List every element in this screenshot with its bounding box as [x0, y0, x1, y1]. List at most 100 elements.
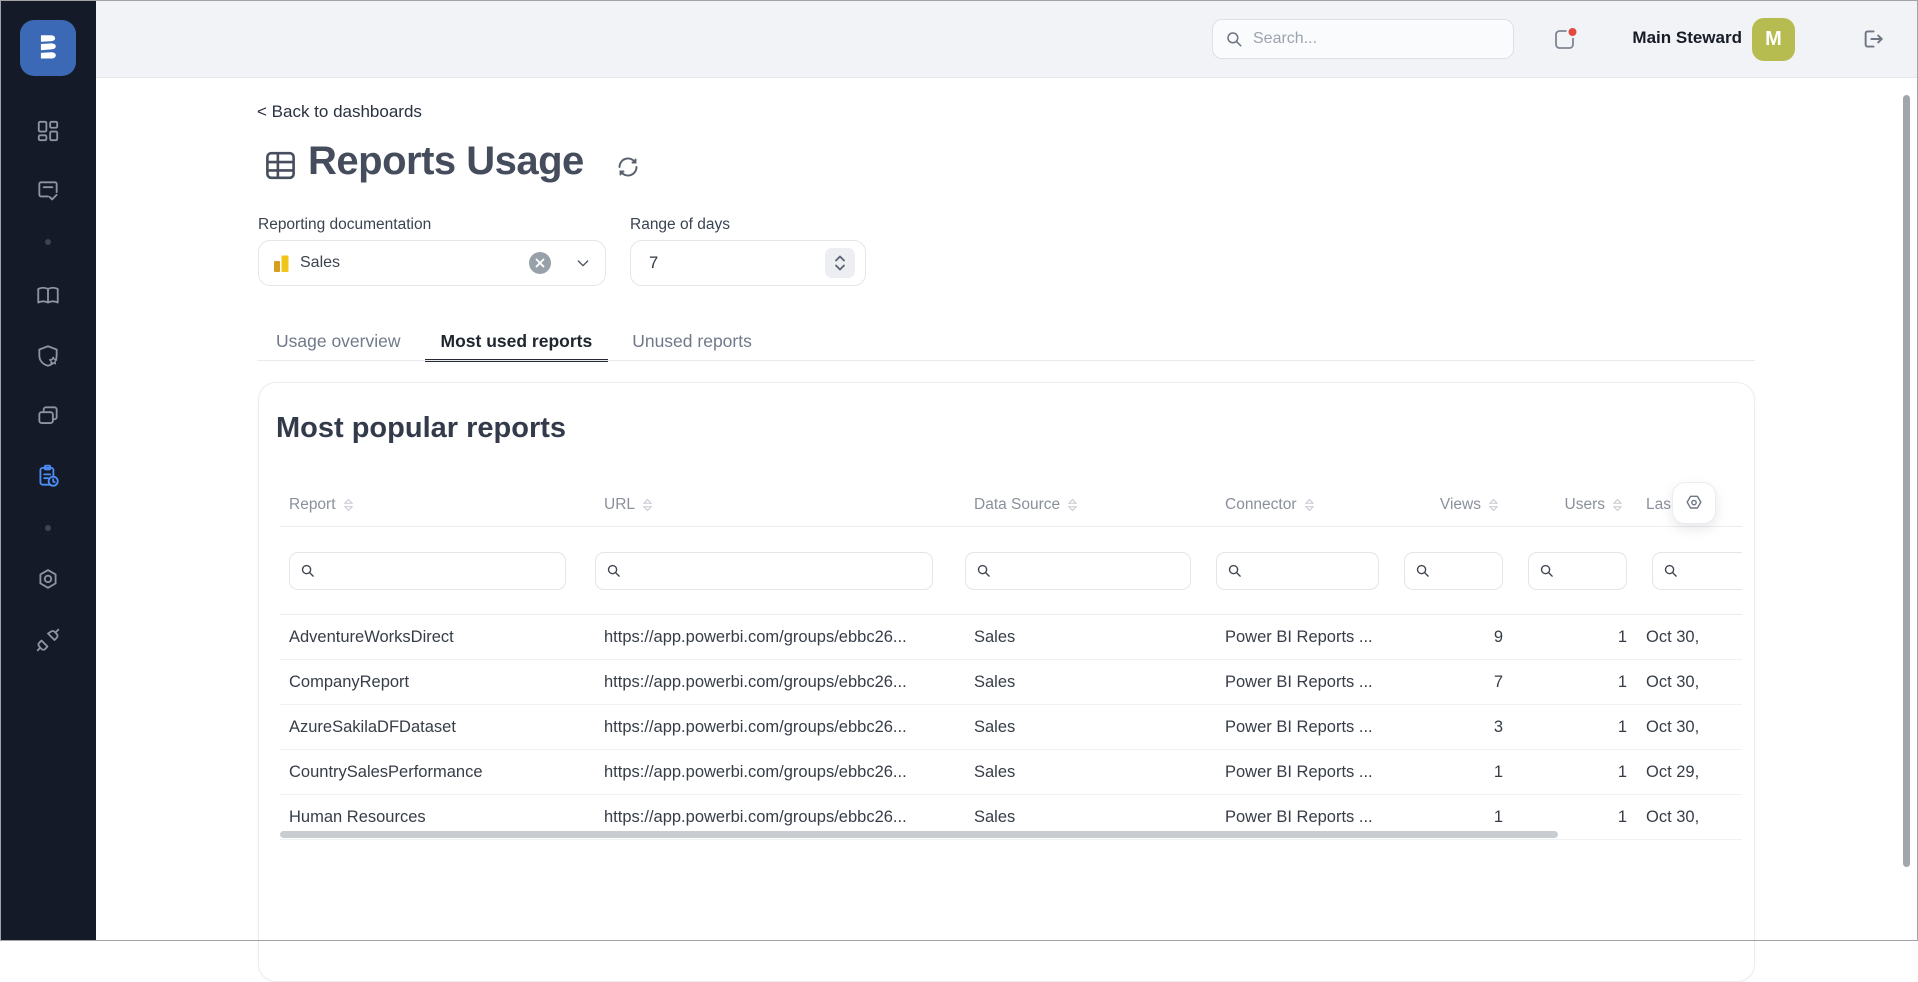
sort-icon[interactable] — [642, 497, 653, 513]
column-header-url[interactable]: URL — [595, 496, 965, 514]
search-icon — [301, 564, 314, 577]
range-label: Range of days — [630, 216, 730, 233]
cell-users: 1 — [1617, 762, 1627, 781]
search-icon — [1664, 564, 1677, 577]
nav-glossary-icon[interactable] — [35, 283, 61, 309]
documentation-label: Reporting documentation — [258, 216, 432, 233]
global-search[interactable] — [1212, 19, 1514, 59]
notifications-icon[interactable] — [1551, 24, 1581, 54]
column-header-users[interactable]: Users — [1565, 496, 1637, 514]
filter-views-input[interactable] — [1438, 562, 1492, 579]
documentation-value: Sales — [300, 254, 341, 271]
clear-icon[interactable] — [529, 252, 551, 274]
filter-last-input[interactable] — [1686, 562, 1742, 579]
search-input[interactable] — [1253, 30, 1501, 48]
column-header-last[interactable]: Las — [1646, 495, 1671, 513]
column-settings-button[interactable] — [1672, 482, 1716, 524]
search-icon — [607, 564, 620, 577]
table-row: CountrySalesPerformance https://app.powe… — [280, 750, 1742, 795]
nav-workspaces-icon[interactable] — [35, 403, 61, 429]
cell-url: https://app.powerbi.com/groups/ebbc26... — [604, 717, 907, 736]
cell-connector: Power BI Reports ... — [1225, 717, 1373, 736]
nav-integrations-plug-icon[interactable] — [35, 627, 61, 653]
horizontal-scrollbar[interactable] — [280, 831, 1558, 838]
tab-bar: Usage overview Most used reports Unused … — [260, 322, 768, 362]
tab-divider — [257, 360, 1755, 361]
stepper-icon[interactable] — [825, 248, 855, 278]
search-icon — [1228, 564, 1241, 577]
column-header-connector[interactable]: Connector — [1216, 496, 1404, 514]
cell-data-source: Sales — [974, 717, 1016, 736]
cell-views: 1 — [1493, 762, 1503, 781]
filter-last[interactable] — [1652, 551, 1742, 590]
nav-forms-icon[interactable] — [35, 178, 61, 204]
nav-divider-dot — [45, 239, 51, 245]
app-logo[interactable] — [20, 20, 76, 76]
filter-connector[interactable] — [1216, 551, 1379, 590]
cell-data-source: Sales — [974, 672, 1016, 691]
sort-icon[interactable] — [1304, 497, 1315, 513]
page-title: Reports Usage — [308, 139, 584, 183]
table-filter-row — [280, 527, 1742, 615]
cell-report: AdventureWorksDirect — [289, 627, 454, 646]
sidebar — [0, 0, 96, 941]
table-row: Human Resources https://app.powerbi.com/… — [280, 795, 1742, 840]
cell-connector: Power BI Reports ... — [1225, 627, 1373, 646]
cell-report: CountrySalesPerformance — [289, 762, 483, 781]
cell-views: 1 — [1493, 807, 1503, 826]
cell-url: https://app.powerbi.com/groups/ebbc26... — [604, 627, 907, 646]
nav-divider-dot — [45, 525, 51, 531]
filter-report[interactable] — [289, 551, 566, 590]
cell-views: 9 — [1493, 627, 1503, 646]
tab-usage-overview[interactable]: Usage overview — [276, 330, 401, 351]
back-link[interactable]: < Back to dashboards — [257, 102, 422, 121]
reports-table: Report URL Data Source Connector Views U… — [280, 483, 1742, 840]
filter-data-source[interactable] — [965, 551, 1191, 590]
cell-report: Human Resources — [289, 807, 426, 826]
filter-url-input[interactable] — [629, 562, 922, 579]
avatar[interactable]: M — [1752, 18, 1795, 61]
logo-glyph — [40, 35, 56, 59]
range-of-days-input[interactable] — [630, 240, 866, 286]
column-header-views[interactable]: Views — [1440, 496, 1513, 514]
sort-icon[interactable] — [1488, 497, 1499, 513]
filter-views[interactable] — [1404, 551, 1503, 590]
refresh-icon[interactable] — [616, 155, 640, 179]
cell-url: https://app.powerbi.com/groups/ebbc26... — [604, 807, 907, 826]
nav-settings-hexagon-icon[interactable] — [35, 567, 61, 593]
nav-governance-shield-icon[interactable] — [35, 343, 61, 369]
table-row: AzureSakilaDFDataset https://app.powerbi… — [280, 705, 1742, 750]
cell-last: Oct 29, — [1646, 762, 1700, 781]
range-value-field[interactable] — [649, 253, 825, 273]
tab-most-used-reports[interactable]: Most used reports — [424, 322, 609, 362]
avatar-initial: M — [1765, 28, 1782, 50]
search-icon — [1416, 564, 1429, 577]
filter-connector-input[interactable] — [1250, 562, 1368, 579]
tab-unused-reports[interactable]: Unused reports — [632, 330, 752, 351]
column-header-report[interactable]: Report — [280, 496, 595, 514]
sort-icon[interactable] — [1067, 497, 1078, 513]
filter-data-source-input[interactable] — [999, 562, 1180, 579]
logout-icon[interactable] — [1860, 26, 1886, 52]
chevron-down-icon[interactable] — [575, 255, 591, 271]
topbar: Main Steward M — [96, 0, 1918, 78]
table-row: AdventureWorksDirect https://app.powerbi… — [280, 615, 1742, 660]
table-icon — [262, 147, 299, 184]
sort-icon[interactable] — [343, 497, 354, 513]
filter-users-input[interactable] — [1562, 562, 1616, 579]
nav-dashboards-icon[interactable] — [35, 118, 61, 144]
filter-report-input[interactable] — [323, 562, 555, 579]
search-icon — [1227, 32, 1242, 47]
column-header-data-source[interactable]: Data Source — [965, 496, 1216, 514]
vertical-scrollbar[interactable] — [1903, 95, 1910, 867]
documentation-select[interactable]: Sales — [258, 240, 606, 286]
cell-last: Oct 30, — [1646, 807, 1700, 826]
nav-reports-usage-icon[interactable] — [35, 463, 61, 489]
filter-users[interactable] — [1528, 551, 1627, 590]
table-row: CompanyReport https://app.powerbi.com/gr… — [280, 660, 1742, 705]
filter-url[interactable] — [595, 551, 933, 590]
search-icon — [977, 564, 990, 577]
card-title: Most popular reports — [276, 412, 567, 444]
sort-icon[interactable] — [1612, 497, 1623, 513]
cell-last: Oct 30, — [1646, 627, 1700, 646]
